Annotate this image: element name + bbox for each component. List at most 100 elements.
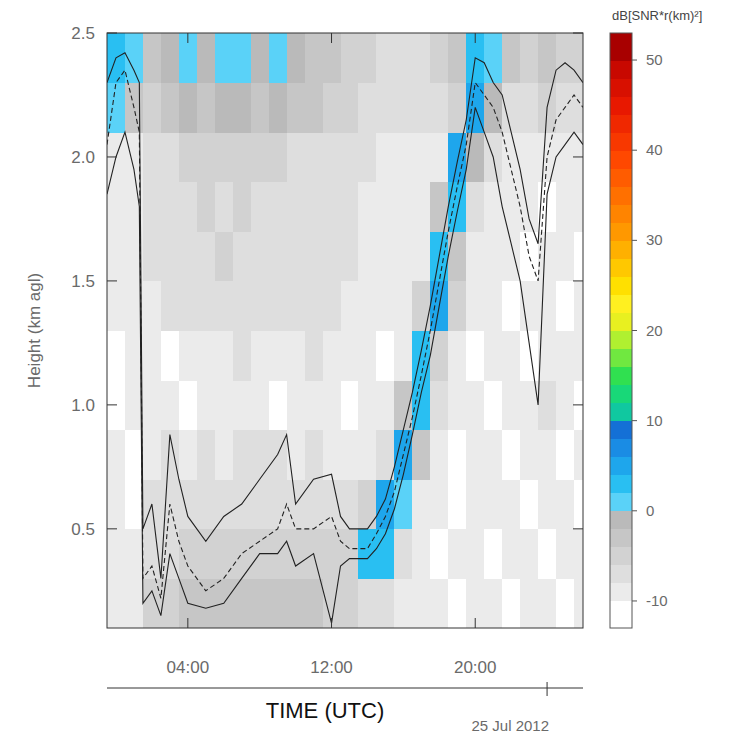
heatmap-cell — [143, 578, 161, 628]
heatmap-cell — [107, 479, 125, 529]
heatmap-cell — [179, 380, 197, 430]
heatmap-cell — [269, 380, 287, 430]
heatmap-cell — [430, 132, 448, 182]
heatmap-cell — [341, 331, 359, 381]
heatmap-cell — [376, 578, 394, 628]
heatmap-cell — [269, 33, 287, 83]
heatmap-cell — [251, 331, 269, 381]
heatmap-cell — [215, 430, 233, 480]
heatmap-cell — [269, 182, 287, 232]
colorbar-band — [610, 60, 632, 79]
heatmap-cell — [376, 83, 394, 133]
heatmap-cell — [394, 331, 412, 381]
heatmap-cell — [323, 578, 341, 628]
colorbar-band — [610, 258, 632, 277]
heatmap-cell — [466, 479, 484, 529]
heatmap-cell — [556, 529, 574, 579]
series-line — [107, 70, 583, 598]
heatmap-cell — [251, 182, 269, 232]
date-axis-line — [107, 688, 583, 689]
colorbar-band — [610, 421, 632, 440]
colorbar-tick — [632, 600, 637, 601]
date-label: 25 Jul 2012 — [471, 717, 549, 734]
plot-frame — [107, 33, 583, 628]
heatmap-cell — [161, 83, 179, 133]
heatmap-cell — [574, 430, 583, 480]
heatmap-cell — [215, 33, 233, 83]
heatmap-cell — [376, 430, 394, 480]
colorbar-band — [610, 475, 632, 494]
heatmap-cell — [251, 281, 269, 331]
heatmap-cell — [323, 380, 341, 430]
heatmap-cell — [520, 430, 538, 480]
heatmap-cell — [161, 182, 179, 232]
heatmap-cell — [305, 231, 323, 281]
heatmap-cell — [466, 430, 484, 480]
heatmap-cell — [484, 281, 502, 331]
heatmap-cell — [341, 83, 359, 133]
heatmap-cell — [233, 83, 251, 133]
heatmap-cell — [323, 132, 341, 182]
heatmap-cell — [394, 182, 412, 232]
heatmap-cell — [233, 331, 251, 381]
x-tick-label: 04:00 — [167, 658, 210, 677]
chart: 0.51.01.52.02.504:0012:0020:0025 Jul 201… — [0, 0, 739, 737]
heatmap-cell — [538, 479, 556, 529]
x-tick-label: 12:00 — [310, 658, 353, 677]
colorbar-band — [610, 78, 632, 97]
x-tick — [331, 33, 332, 43]
y-tick — [573, 33, 583, 34]
heatmap-cell — [341, 529, 359, 579]
heatmap-cell — [484, 430, 502, 480]
heatmap-cell — [341, 281, 359, 331]
heatmap-cell — [358, 182, 376, 232]
heatmap-cell — [574, 281, 583, 331]
heatmap-cell — [430, 380, 448, 430]
heatmap-cell — [161, 33, 179, 83]
plot-area — [107, 33, 583, 628]
heatmap-cell — [574, 331, 583, 381]
colorbar-tick — [632, 60, 637, 61]
heatmap-cell — [251, 231, 269, 281]
colorbar-band — [610, 312, 632, 331]
colorbar-band — [610, 150, 632, 169]
heatmap-cell — [179, 33, 197, 83]
heatmap-cell — [358, 231, 376, 281]
heatmap-cell — [287, 529, 305, 579]
heatmap-cell — [448, 529, 466, 579]
heatmap-cell — [556, 132, 574, 182]
heatmap-cell — [269, 83, 287, 133]
heatmap-cell — [233, 578, 251, 628]
heatmap-cell — [556, 281, 574, 331]
heatmap-cell — [305, 380, 323, 430]
heatmap-cell — [269, 132, 287, 182]
heatmap-cell — [466, 182, 484, 232]
heatmap-cell — [179, 182, 197, 232]
heatmap-cell — [466, 331, 484, 381]
heatmap-cell — [179, 430, 197, 480]
heatmap-cell — [287, 281, 305, 331]
heatmap-cell — [107, 182, 125, 232]
heatmap-cell — [197, 231, 215, 281]
colorbar-tick — [632, 240, 637, 241]
heatmap-cell — [466, 578, 484, 628]
heatmap-cell — [323, 331, 341, 381]
heatmap-cell — [233, 231, 251, 281]
heatmap-cell — [143, 182, 161, 232]
colorbar-band — [610, 439, 632, 458]
heatmap-cell — [323, 33, 341, 83]
heatmap-cell — [376, 281, 394, 331]
colorbar-band — [610, 565, 632, 584]
heatmap-cell — [394, 33, 412, 83]
colorbar-band — [610, 294, 632, 313]
colorbar-band — [610, 493, 632, 512]
heatmap-cell — [556, 33, 574, 83]
heatmap-cell — [107, 529, 125, 579]
y-tick — [573, 404, 583, 405]
heatmap-cell — [394, 529, 412, 579]
heatmap-cell — [305, 430, 323, 480]
colorbar-title: dB[SNR*r(km)²] — [612, 8, 702, 23]
heatmap-cell — [520, 529, 538, 579]
heatmap-cell — [197, 132, 215, 182]
heatmap-cell — [412, 33, 430, 83]
